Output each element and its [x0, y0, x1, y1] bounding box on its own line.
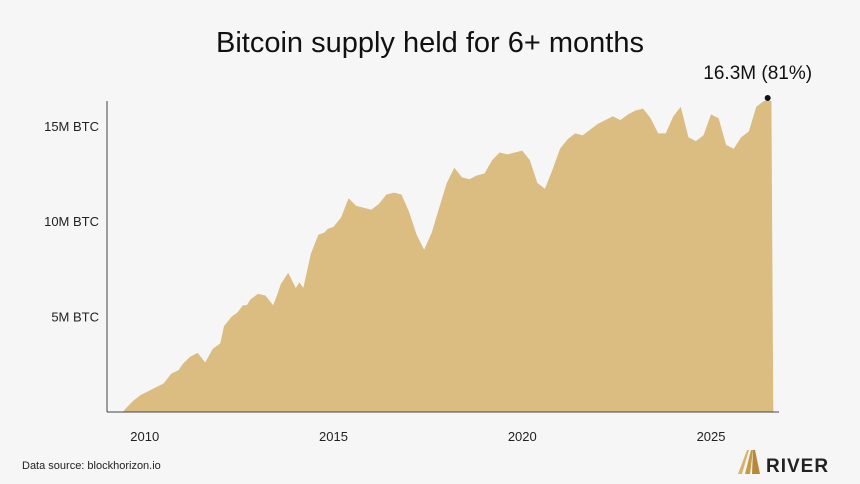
- annotation-marker: [764, 95, 771, 101]
- x-tick-label: 2010: [130, 429, 159, 444]
- brand-logo: RIVER: [738, 450, 829, 477]
- x-tick-label: 2020: [508, 429, 537, 444]
- x-axis-ticks: 2010 2015 2020 2025: [130, 429, 725, 444]
- y-tick-label: 15M BTC: [44, 119, 99, 134]
- x-tick-label: 2025: [697, 429, 726, 444]
- y-axis-ticks: 5M BTC 10M BTC 15M BTC: [44, 119, 99, 325]
- area-series: [107, 101, 779, 412]
- river-logo-icon: [738, 450, 760, 474]
- data-source-note: Data source: blockhorizon.io: [22, 460, 161, 472]
- y-tick-label: 10M BTC: [44, 214, 99, 229]
- chart-title: Bitcoin supply held for 6+ months: [216, 27, 644, 59]
- y-tick-label: 5M BTC: [51, 310, 99, 325]
- plot-area: [106, 101, 779, 413]
- x-tick-label: 2015: [319, 429, 348, 444]
- annotation-label: 16.3M (81%): [703, 63, 812, 84]
- brand-name: RIVER: [766, 456, 829, 477]
